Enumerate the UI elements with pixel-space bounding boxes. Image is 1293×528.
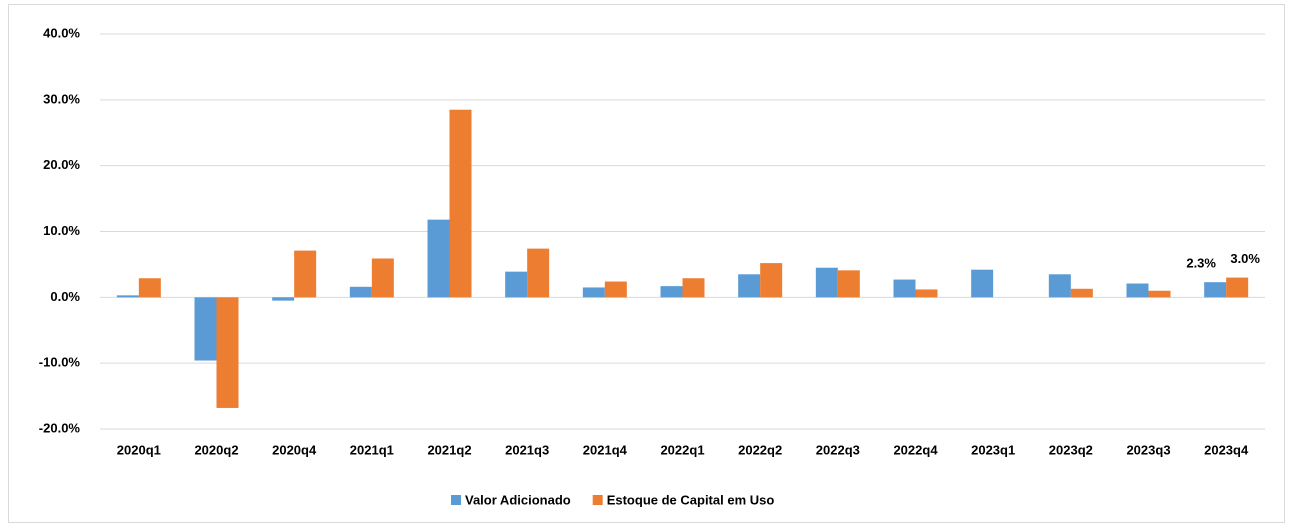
bar xyxy=(1070,288,1093,298)
y-tick-label: 40.0% xyxy=(43,25,80,40)
bar xyxy=(349,286,372,298)
bar xyxy=(837,270,860,298)
legend-swatch xyxy=(451,495,461,505)
bar xyxy=(294,250,317,298)
bar xyxy=(604,281,627,298)
x-tick-label: 2023q4 xyxy=(1204,442,1249,457)
bar xyxy=(815,267,838,298)
bar xyxy=(1148,290,1171,298)
bar xyxy=(449,109,472,298)
bar xyxy=(1204,282,1227,298)
y-tick-label: 20.0% xyxy=(43,157,80,172)
bar xyxy=(527,248,550,298)
bar xyxy=(1048,274,1071,298)
bar xyxy=(760,263,783,298)
bar xyxy=(427,219,450,298)
x-tick-label: 2022q3 xyxy=(816,442,860,457)
bar xyxy=(738,274,761,298)
bar xyxy=(116,295,139,298)
bar xyxy=(582,287,605,298)
x-tick-label: 2023q3 xyxy=(1126,442,1170,457)
x-tick-label: 2023q1 xyxy=(971,442,1015,457)
x-tick-label: 2022q2 xyxy=(738,442,782,457)
y-tick-label: 30.0% xyxy=(43,91,80,106)
bar xyxy=(682,278,705,298)
x-tick-label: 2021q1 xyxy=(350,442,394,457)
y-tick-label: 0.0% xyxy=(50,289,80,304)
value-label: 2.3% xyxy=(1186,256,1216,271)
chart-frame xyxy=(8,4,1285,523)
y-tick-label: -20.0% xyxy=(39,420,81,435)
legend-label: Estoque de Capital em Uso xyxy=(607,492,775,507)
x-tick-label: 2023q2 xyxy=(1049,442,1093,457)
bar xyxy=(893,279,916,298)
x-tick-label: 2022q4 xyxy=(893,442,938,457)
bar xyxy=(138,278,161,298)
x-tick-label: 2021q3 xyxy=(505,442,549,457)
bar xyxy=(915,289,938,298)
y-tick-label: -10.0% xyxy=(39,355,81,370)
bar xyxy=(194,297,217,361)
bar xyxy=(971,269,994,298)
y-tick-label: 10.0% xyxy=(43,223,80,238)
bar xyxy=(216,297,239,408)
x-tick-label: 2022q1 xyxy=(660,442,704,457)
x-tick-label: 2021q4 xyxy=(583,442,628,457)
bar xyxy=(660,286,683,298)
legend-swatch xyxy=(592,495,603,505)
bar xyxy=(1226,277,1249,298)
bar xyxy=(505,271,528,298)
bar xyxy=(1126,283,1149,298)
bar xyxy=(272,297,295,301)
x-tick-label: 2021q2 xyxy=(427,442,471,457)
x-tick-label: 2020q1 xyxy=(117,442,161,457)
x-tick-label: 2020q4 xyxy=(272,442,317,457)
legend-label: Valor Adicionado xyxy=(465,492,571,507)
value-label: 3.0% xyxy=(1230,251,1260,266)
bar xyxy=(371,258,394,298)
x-tick-label: 2020q2 xyxy=(194,442,238,457)
